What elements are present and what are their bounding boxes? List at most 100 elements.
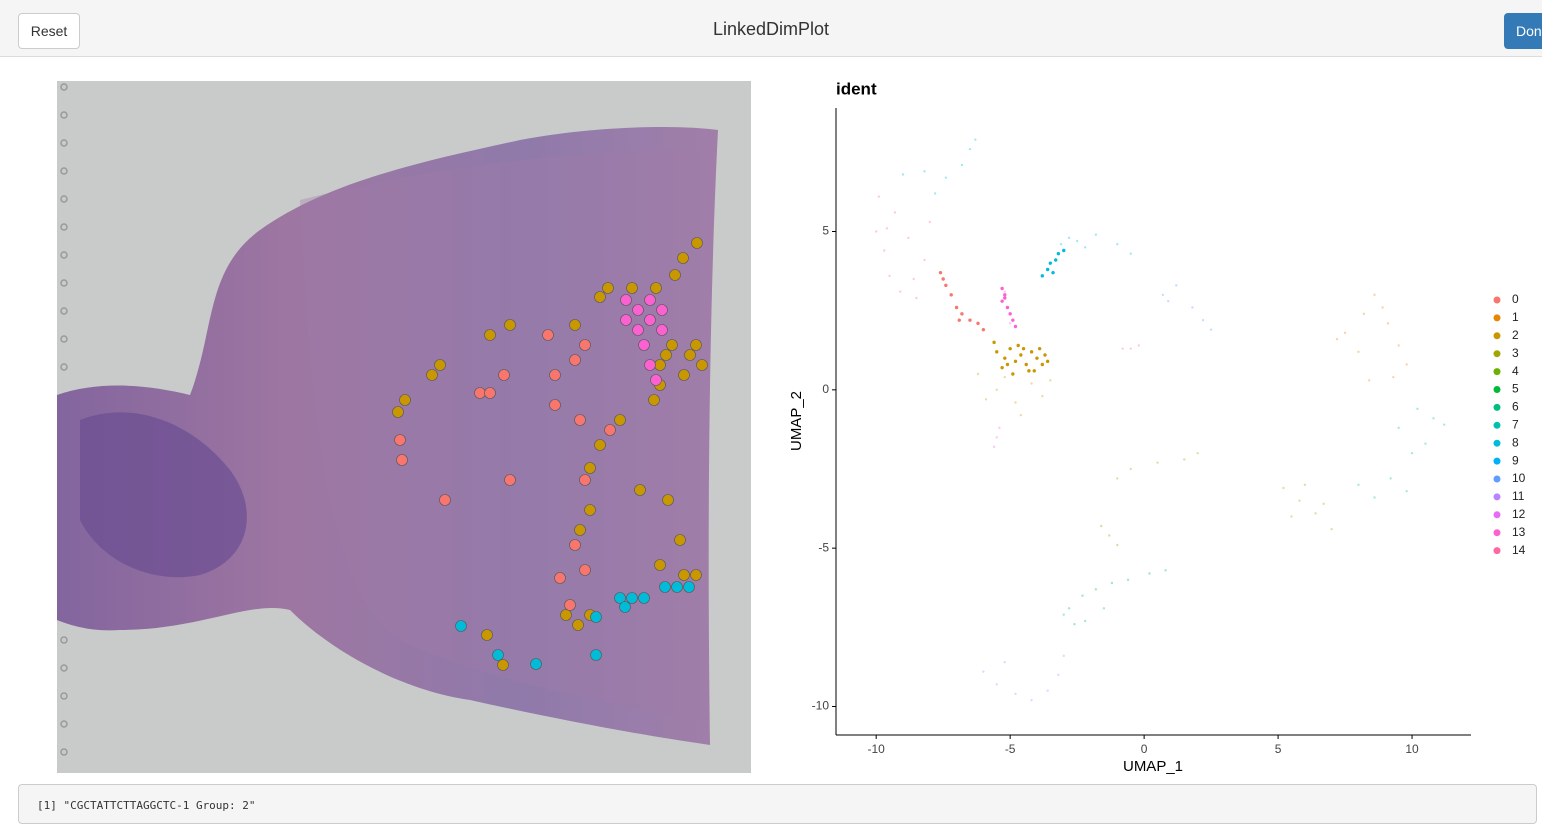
data-point bbox=[1046, 268, 1049, 271]
data-point bbox=[555, 573, 566, 584]
data-point bbox=[1416, 408, 1418, 410]
data-point bbox=[660, 582, 671, 593]
data-point bbox=[1183, 458, 1185, 460]
data-point bbox=[941, 277, 944, 280]
data-point bbox=[1108, 534, 1110, 536]
data-point bbox=[929, 221, 931, 223]
data-point bbox=[679, 570, 690, 581]
legend-swatch bbox=[1494, 547, 1501, 554]
data-point bbox=[633, 305, 644, 316]
data-point bbox=[968, 318, 971, 321]
data-point bbox=[645, 295, 656, 306]
data-point bbox=[1210, 328, 1212, 330]
data-point bbox=[1443, 423, 1445, 425]
data-point bbox=[1003, 356, 1006, 359]
data-point bbox=[958, 318, 961, 321]
data-point bbox=[1004, 661, 1006, 663]
x-axis-title: UMAP_1 bbox=[1123, 758, 1183, 775]
data-point bbox=[1368, 379, 1370, 381]
data-point bbox=[995, 350, 998, 353]
data-point bbox=[1009, 322, 1011, 324]
data-point bbox=[1164, 569, 1166, 571]
data-point bbox=[1130, 252, 1132, 254]
legend-swatch bbox=[1494, 368, 1501, 375]
y-tick-label: 0 bbox=[822, 382, 829, 396]
data-point bbox=[1008, 312, 1011, 315]
data-point bbox=[1004, 376, 1006, 378]
data-point bbox=[639, 593, 650, 604]
data-point bbox=[923, 170, 925, 172]
legend-label: 5 bbox=[1512, 382, 1519, 396]
data-point bbox=[575, 415, 586, 426]
data-point bbox=[1003, 296, 1006, 299]
done-button[interactable]: Done bbox=[1504, 13, 1542, 49]
data-point bbox=[1000, 287, 1003, 290]
data-point bbox=[580, 565, 591, 576]
data-point bbox=[1336, 338, 1338, 340]
data-point bbox=[561, 610, 572, 621]
data-point bbox=[1397, 344, 1399, 346]
data-point bbox=[992, 341, 995, 344]
page: Reset LinkedDimPlot Done ident UMAP_1 UM… bbox=[0, 0, 1542, 815]
data-point bbox=[655, 560, 666, 571]
data-point bbox=[993, 446, 995, 448]
data-point bbox=[543, 330, 554, 341]
console-output: [1] "CGCTATTCTTAGGCTC-1 Group: 2" bbox=[18, 784, 1537, 824]
data-point bbox=[1014, 325, 1017, 328]
data-point bbox=[1095, 588, 1097, 590]
data-point bbox=[1290, 515, 1292, 517]
data-point bbox=[996, 683, 998, 685]
data-point bbox=[1127, 579, 1129, 581]
x-tick-label: -10 bbox=[868, 742, 886, 756]
data-point bbox=[1033, 369, 1036, 372]
data-point bbox=[875, 230, 877, 232]
data-point bbox=[427, 370, 438, 381]
data-point bbox=[456, 621, 467, 632]
data-point bbox=[1330, 528, 1332, 530]
data-point bbox=[1051, 271, 1054, 274]
data-point bbox=[692, 238, 703, 249]
data-point bbox=[667, 340, 678, 351]
legend-swatch bbox=[1494, 440, 1501, 447]
data-point bbox=[996, 389, 998, 391]
data-point bbox=[440, 495, 451, 506]
data-point bbox=[1148, 572, 1150, 574]
data-point bbox=[1282, 487, 1284, 489]
data-point bbox=[620, 602, 631, 613]
tissue-image[interactable] bbox=[57, 81, 751, 773]
legend-swatch bbox=[1494, 350, 1501, 357]
legend-swatch bbox=[1494, 458, 1501, 465]
data-point bbox=[1038, 347, 1041, 350]
legend-label: 12 bbox=[1512, 507, 1526, 521]
legend-label: 1 bbox=[1512, 310, 1519, 324]
y-tick-label: -5 bbox=[818, 540, 829, 554]
data-point bbox=[635, 485, 646, 496]
data-point bbox=[400, 395, 411, 406]
data-point bbox=[982, 328, 985, 331]
data-point bbox=[1197, 452, 1199, 454]
data-point bbox=[1405, 490, 1407, 492]
data-point bbox=[1081, 594, 1083, 596]
data-point bbox=[570, 540, 581, 551]
data-point bbox=[974, 138, 976, 140]
data-point bbox=[1016, 344, 1019, 347]
data-point bbox=[645, 360, 656, 371]
data-point bbox=[485, 388, 496, 399]
data-point bbox=[1116, 544, 1118, 546]
data-point bbox=[1130, 468, 1132, 470]
data-point bbox=[645, 315, 656, 326]
data-point bbox=[675, 535, 686, 546]
legend-label: 9 bbox=[1512, 453, 1519, 467]
data-point bbox=[982, 670, 984, 672]
data-point bbox=[985, 398, 987, 400]
data-point bbox=[894, 211, 896, 213]
data-point bbox=[435, 360, 446, 371]
data-point bbox=[1035, 356, 1038, 359]
data-point bbox=[1373, 496, 1375, 498]
data-point bbox=[1381, 306, 1383, 308]
legend-label: 3 bbox=[1512, 346, 1519, 360]
data-point bbox=[685, 350, 696, 361]
data-point bbox=[1103, 607, 1105, 609]
data-point bbox=[691, 570, 702, 581]
